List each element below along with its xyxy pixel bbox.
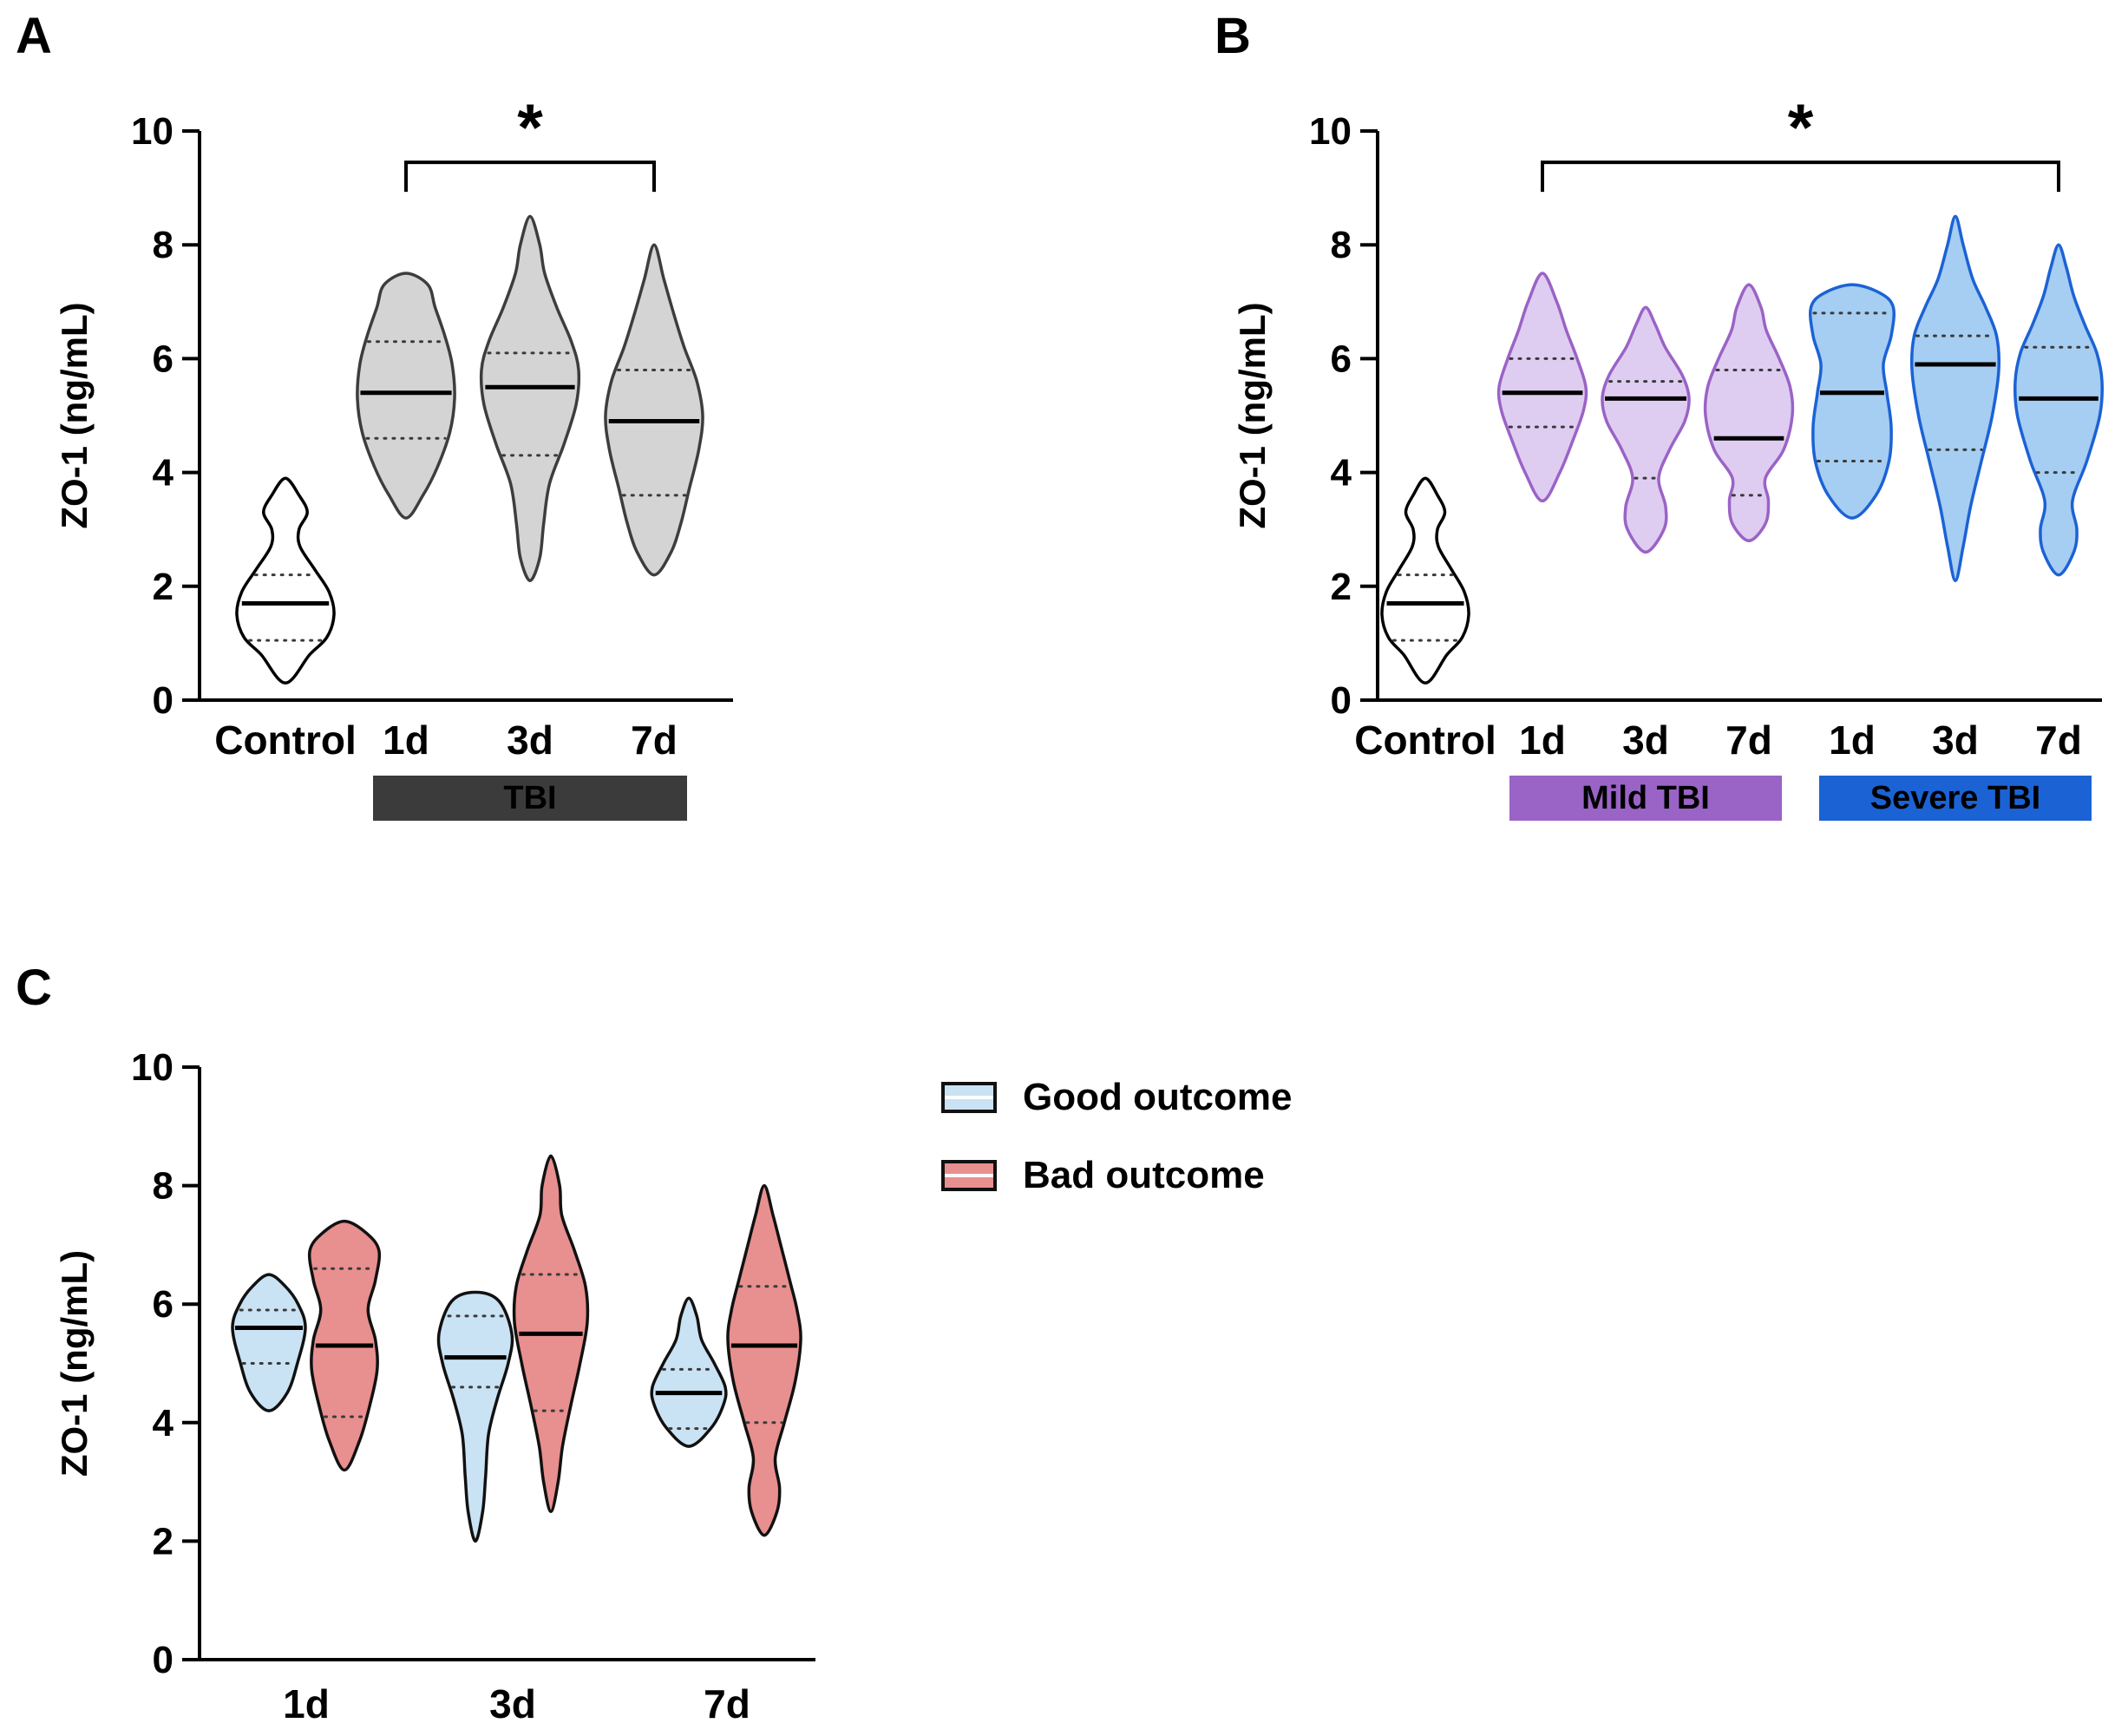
x-category-label: 7d — [704, 1681, 750, 1726]
y-tick-label: 2 — [153, 566, 174, 608]
violin-B-3d — [1601, 305, 1691, 554]
y-tick-label: 6 — [153, 337, 174, 380]
y-tick-label: 0 — [153, 1639, 174, 1681]
violin-C-Good-3d — [436, 1290, 514, 1543]
violin-B-7d — [2013, 243, 2105, 577]
x-category-label: 1d — [383, 717, 429, 763]
x-category-label: 7d — [2035, 717, 2082, 763]
y-axis-title: ZO-1 (ng/mL) — [54, 302, 95, 528]
violin-A-7d — [604, 243, 704, 577]
group-bar-tbi — [373, 776, 687, 821]
legend-item-good-outcome: Good outcome — [941, 1076, 1292, 1119]
x-category-label: Control — [1354, 717, 1496, 763]
legend-swatch — [941, 1160, 997, 1191]
legend-swatch — [941, 1082, 997, 1113]
x-category-label: 1d — [1519, 717, 1566, 763]
legend-swatch-median-line — [945, 1174, 993, 1177]
violin-A-Control — [235, 476, 336, 685]
legend: Good outcome Bad outcome — [941, 1076, 1292, 1197]
panel-c-label: C — [16, 960, 52, 1016]
violin-C-Bad-7d — [726, 1183, 802, 1537]
y-tick-label: 0 — [153, 679, 174, 722]
panel-a-violin-chart: 0 2 4 6 8 10 ZO-1 (ng/mL) Control 1d 3d 7d * TBI — [54, 91, 733, 821]
significance-star: * — [517, 91, 543, 165]
significance-bracket — [1541, 160, 2060, 193]
violin-B-1d — [1808, 283, 1896, 520]
y-tick-label: 8 — [153, 224, 174, 266]
group-bar-label: Severe TBI — [1870, 780, 2040, 816]
violin-B-Control — [1380, 476, 1470, 685]
violin-A-1d — [356, 272, 456, 520]
group-bar-severe-tbi — [1819, 776, 2092, 821]
y-tick-label: 2 — [153, 1520, 174, 1562]
x-category-label: 7d — [1725, 717, 1772, 763]
y-tick-label: 4 — [1331, 452, 1352, 495]
group-bar-mild-tbi — [1509, 776, 1782, 821]
panel-a-label: A — [16, 8, 52, 64]
legend-swatch-median-line — [945, 1096, 993, 1099]
violin-B-3d — [1909, 214, 2001, 582]
violin-A-3d — [479, 214, 581, 582]
x-category-label: Control — [214, 717, 357, 763]
y-tick-label: 6 — [1331, 337, 1352, 380]
legend-item-bad-outcome: Bad outcome — [941, 1154, 1292, 1197]
y-tick-label: 4 — [153, 1402, 174, 1444]
y-tick-label: 10 — [131, 110, 174, 153]
y-tick-label: 8 — [153, 1165, 174, 1208]
y-tick-label: 10 — [1309, 110, 1352, 153]
y-tick-label: 6 — [153, 1283, 174, 1326]
y-axis-title: ZO-1 (ng/mL) — [1232, 302, 1273, 528]
x-category-label: 1d — [283, 1681, 330, 1726]
significance-bracket — [404, 160, 656, 193]
panel-b-label: B — [1215, 8, 1251, 64]
group-bar-label: TBI — [503, 780, 556, 816]
y-tick-label: 0 — [1331, 679, 1352, 722]
x-category-label: 7d — [631, 717, 678, 763]
panel-b-violin-chart: 0 2 4 6 8 10 ZO-1 (ng/mL) Control 1d 3d 7d 1d 3d 7d * M… — [1232, 91, 2105, 821]
panel-c-violin-chart: 0 2 4 6 8 10 ZO-1 (ng/mL) 1d 3d 7d — [54, 1046, 815, 1726]
violin-C-Good-7d — [650, 1296, 728, 1448]
x-category-label: 1d — [1829, 717, 1876, 763]
significance-star: * — [1788, 91, 1814, 165]
x-category-label: 3d — [1622, 717, 1669, 763]
x-category-label: 3d — [489, 1681, 536, 1726]
violin-B-7d — [1703, 283, 1795, 543]
legend-label: Good outcome — [1023, 1076, 1293, 1118]
group-bar-label: Mild TBI — [1581, 780, 1710, 816]
y-axis-title: ZO-1 (ng/mL) — [54, 1250, 95, 1477]
y-tick-label: 2 — [1331, 566, 1352, 608]
violin-B-1d — [1496, 272, 1588, 503]
y-tick-label: 10 — [131, 1046, 174, 1089]
x-category-label: 3d — [507, 717, 553, 763]
x-category-label: 3d — [1932, 717, 1979, 763]
legend-label: Bad outcome — [1023, 1154, 1265, 1196]
y-tick-label: 8 — [1331, 224, 1352, 266]
y-tick-label: 4 — [153, 452, 174, 495]
violin-C-Good-1d — [231, 1273, 307, 1412]
